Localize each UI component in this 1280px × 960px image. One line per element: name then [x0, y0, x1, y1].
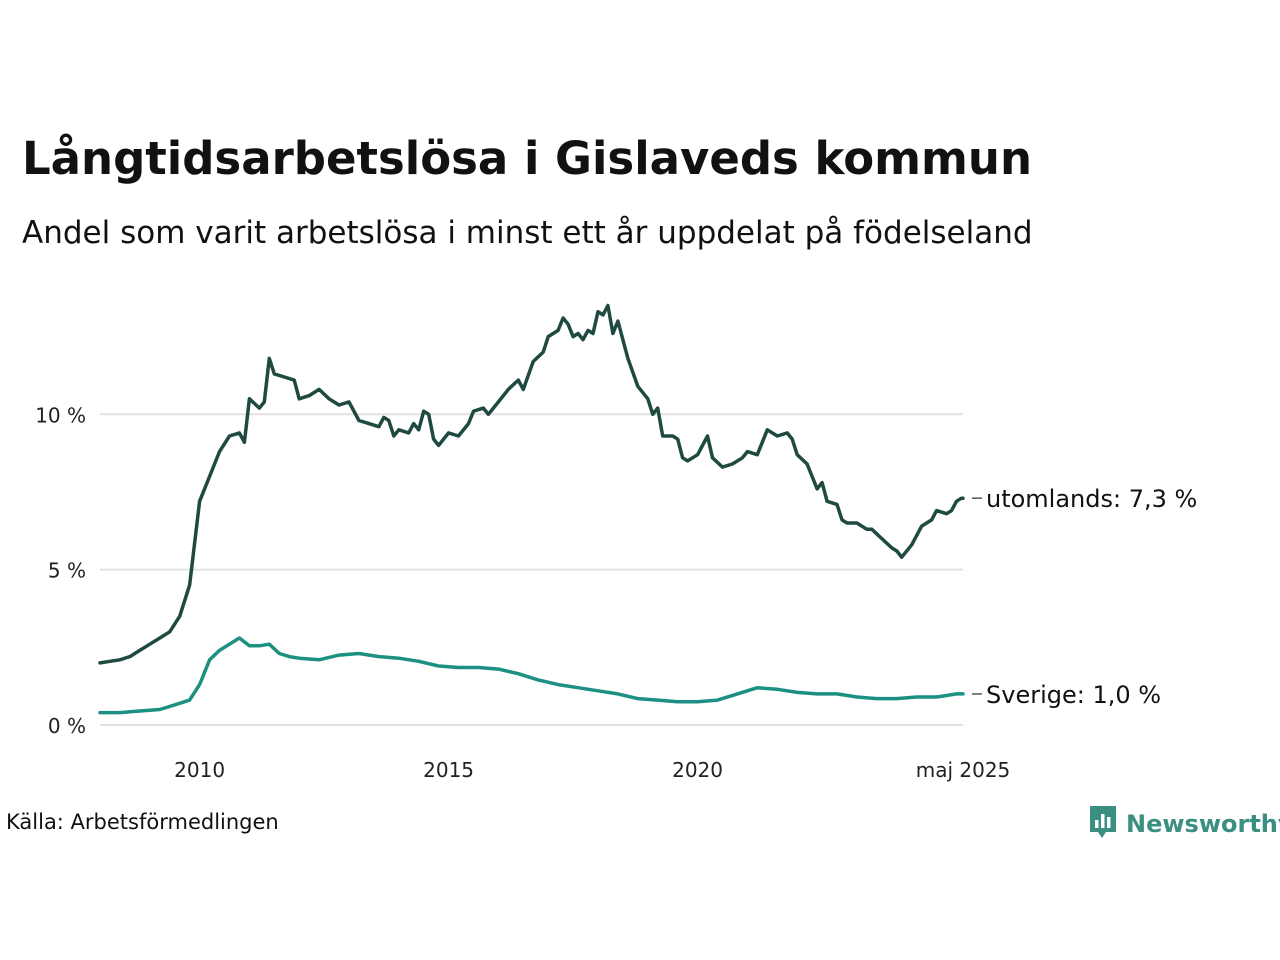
newsworthy-logo: Newsworthy	[1088, 804, 1280, 844]
y-tick-labels: 0 % 5 % 10 %	[35, 403, 86, 738]
x-tick-labels: 2010 2015 2020 maj 2025	[174, 758, 1010, 782]
x-tick-label: 2020	[672, 758, 723, 782]
series-line-sverige	[98, 636, 965, 715]
series-end-labels: utomlands: 7,3 % Sverige: 1,0 %	[972, 485, 1197, 709]
series-end-label: Sverige: 1,0 %	[986, 681, 1161, 709]
chart-subtitle: Andel som varit arbetslösa i minst ett å…	[22, 215, 1033, 251]
source-note: Källa: Arbetsförmedlingen	[6, 810, 279, 834]
x-tick-label: 2015	[423, 758, 474, 782]
series-line-utomlands	[98, 303, 965, 665]
y-tick-label: 5 %	[48, 559, 86, 583]
series-lines	[98, 303, 965, 715]
bar-chart-icon	[1088, 804, 1118, 844]
y-tick-label: 0 %	[48, 714, 86, 738]
gridlines	[100, 413, 963, 726]
x-tick-label: 2010	[174, 758, 225, 782]
chart-title: Långtidsarbetslösa i Gislaveds kommun	[22, 132, 1032, 185]
brand-name: Newsworthy	[1126, 810, 1280, 838]
series-end-label: utomlands: 7,3 %	[986, 485, 1197, 513]
y-tick-label: 10 %	[35, 403, 86, 427]
x-tick-label: maj 2025	[916, 758, 1011, 782]
line-chart: 0 % 5 % 10 % 2010 2015 2020 maj 2025 utomland…	[35, 303, 1197, 782]
